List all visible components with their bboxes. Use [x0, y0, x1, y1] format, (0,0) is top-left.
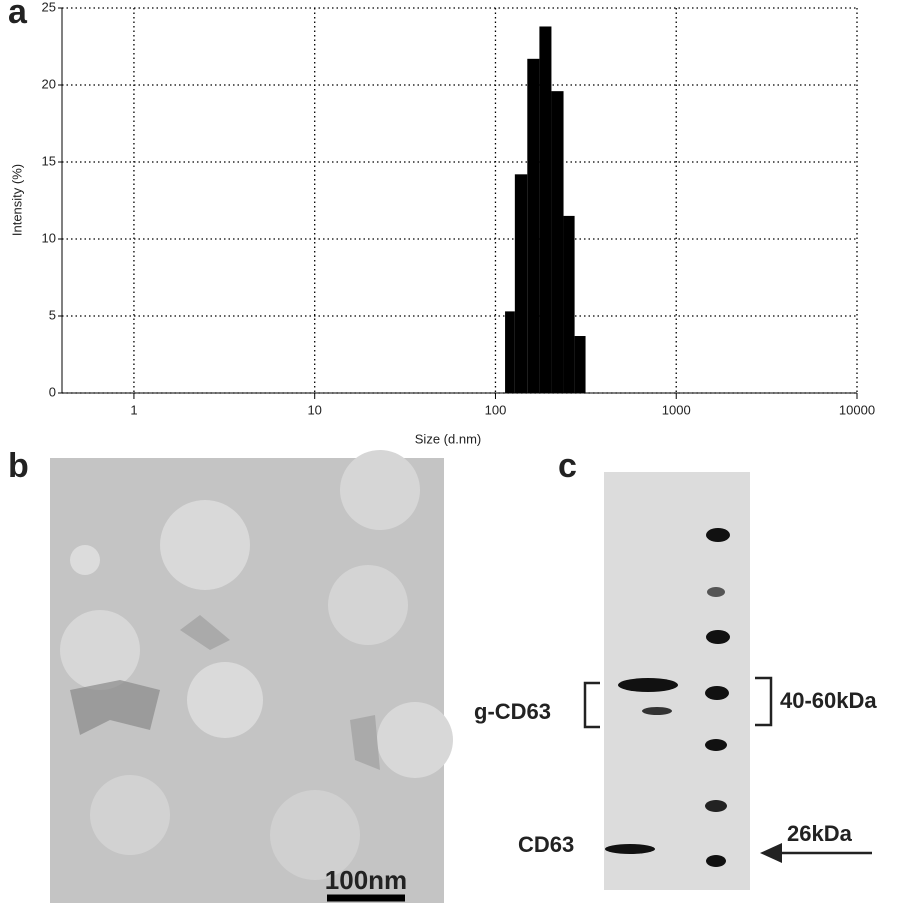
- blot-label: CD63: [518, 832, 574, 857]
- panel-label: b: [8, 447, 29, 485]
- scale-bar-label: 100nm: [325, 865, 407, 895]
- panel-label: a: [8, 0, 28, 31]
- x-tick-label: 1: [130, 402, 137, 417]
- bar: [551, 91, 564, 393]
- bar: [514, 174, 528, 393]
- y-tick-label: 20: [42, 76, 56, 91]
- western-blot: [583, 472, 872, 890]
- x-tick-label: 100: [485, 402, 507, 417]
- bar: [539, 26, 552, 393]
- blot-label: g-CD63: [474, 699, 551, 724]
- blot-label: 26kDa: [787, 821, 853, 846]
- bar: [574, 336, 586, 393]
- panel-label: c: [558, 447, 577, 485]
- bar: [505, 311, 515, 393]
- blot-label: 40-60kDa: [780, 688, 877, 713]
- bar: [563, 215, 575, 393]
- y-tick-label: 5: [49, 307, 56, 322]
- x-tick-label: 10000: [839, 402, 875, 417]
- x-tick-label: 10: [307, 402, 321, 417]
- x-tick-label: 1000: [662, 402, 691, 417]
- y-tick-label: 10: [42, 230, 56, 245]
- y-tick-label: 15: [42, 153, 56, 168]
- y-axis-label: Intensity (%): [9, 164, 24, 236]
- bar: [527, 58, 540, 393]
- tem-image: [50, 450, 453, 903]
- y-tick-label: 25: [42, 0, 56, 14]
- x-axis-label: Size (d.nm): [415, 431, 481, 446]
- y-tick-label: 0: [49, 384, 56, 399]
